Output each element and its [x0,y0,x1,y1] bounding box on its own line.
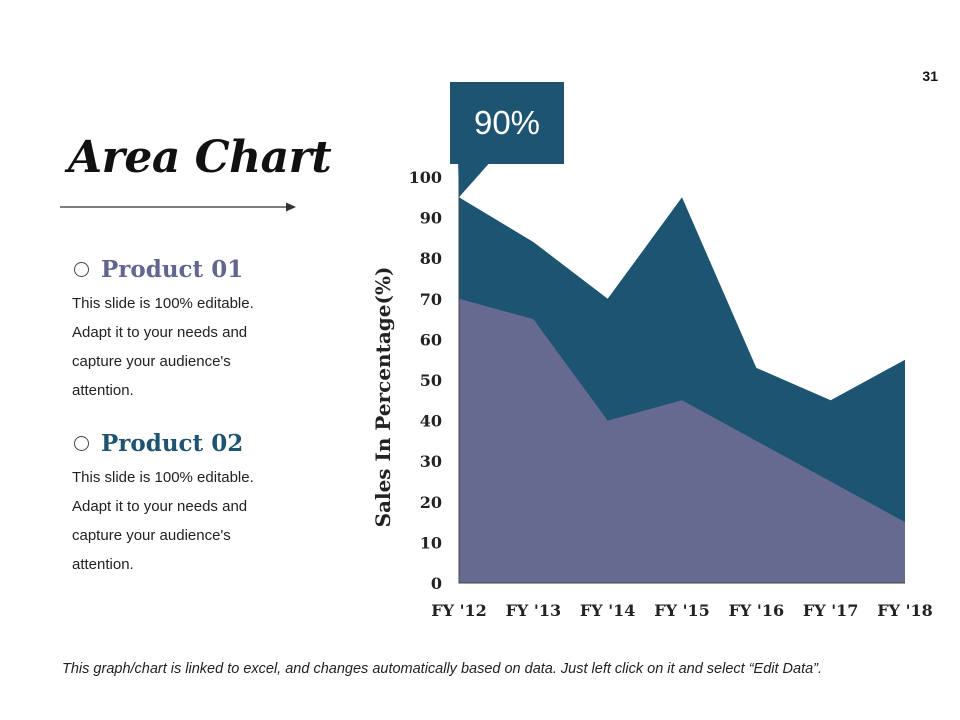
y-tick-label: 0 [431,574,442,593]
axis-lines [458,173,905,584]
description-line: Adapt it to your needs and [72,498,248,515]
x-tick-label: FY '16 [729,601,785,620]
y-tick-label: 50 [420,371,442,390]
x-tick-label: FY '18 [877,601,933,620]
product-02-block: Product 02 This slide is 100% editable. … [72,430,312,579]
product-02-title: Product 02 [101,430,244,457]
x-tick-label: FY '12 [431,601,487,620]
product-02-heading: Product 02 [72,430,312,457]
circle-bullet-icon [74,262,89,277]
product-01-heading: Product 01 [72,256,312,283]
chart-axes [458,173,905,584]
description-line: This slide is 100% editable. [72,295,254,312]
page-number: 31 [922,68,938,84]
y-tick-label: 10 [420,533,442,552]
callout-tail [458,160,492,198]
product-01-block: Product 01 This slide is 100% editable. … [72,256,312,405]
footer-note: This graph/chart is linked to excel, and… [62,661,823,677]
y-tick-label: 20 [420,493,442,512]
product-02-description: This slide is 100% editable. Adapt it to… [72,463,282,579]
chart-areas [459,197,905,584]
y-tick-label: 80 [420,249,442,268]
x-tick-label: FY '15 [654,601,710,620]
title-underline-arrow [60,202,296,212]
y-tick-label: 100 [409,168,442,187]
description-line: attention. [72,382,134,399]
y-tick-label: 40 [420,412,442,431]
description-line: capture your audience's [72,527,231,544]
x-tick-label: FY '17 [803,601,859,620]
product-01-title: Product 01 [101,256,244,283]
description-line: attention. [72,556,134,573]
y-tick-label: 60 [420,330,442,349]
y-tick-label: 90 [420,209,442,228]
circle-bullet-icon [74,436,89,451]
y-tick-labels: 0 10 20 30 40 50 60 70 80 90 100 [409,168,442,593]
description-line: Adapt it to your needs and [72,324,248,341]
y-axis-label: Sales In Percentage(%) [371,267,395,528]
value-callout: 90% [450,82,564,164]
description-line: capture your audience's [72,353,231,370]
description-line: This slide is 100% editable. [72,469,254,486]
x-tick-label: FY '13 [506,601,562,620]
y-tick-label: 30 [420,452,442,471]
x-tick-label: FY '14 [580,601,636,620]
y-tick-label: 70 [420,290,442,309]
area-series-product-01[interactable] [459,298,905,583]
x-tick-labels: FY '12 FY '13 FY '14 FY '15 FY '16 FY '17 FY '… [431,601,933,620]
product-01-description: This slide is 100% editable. Adapt it to… [72,289,282,405]
page-title: Area Chart [68,132,332,183]
